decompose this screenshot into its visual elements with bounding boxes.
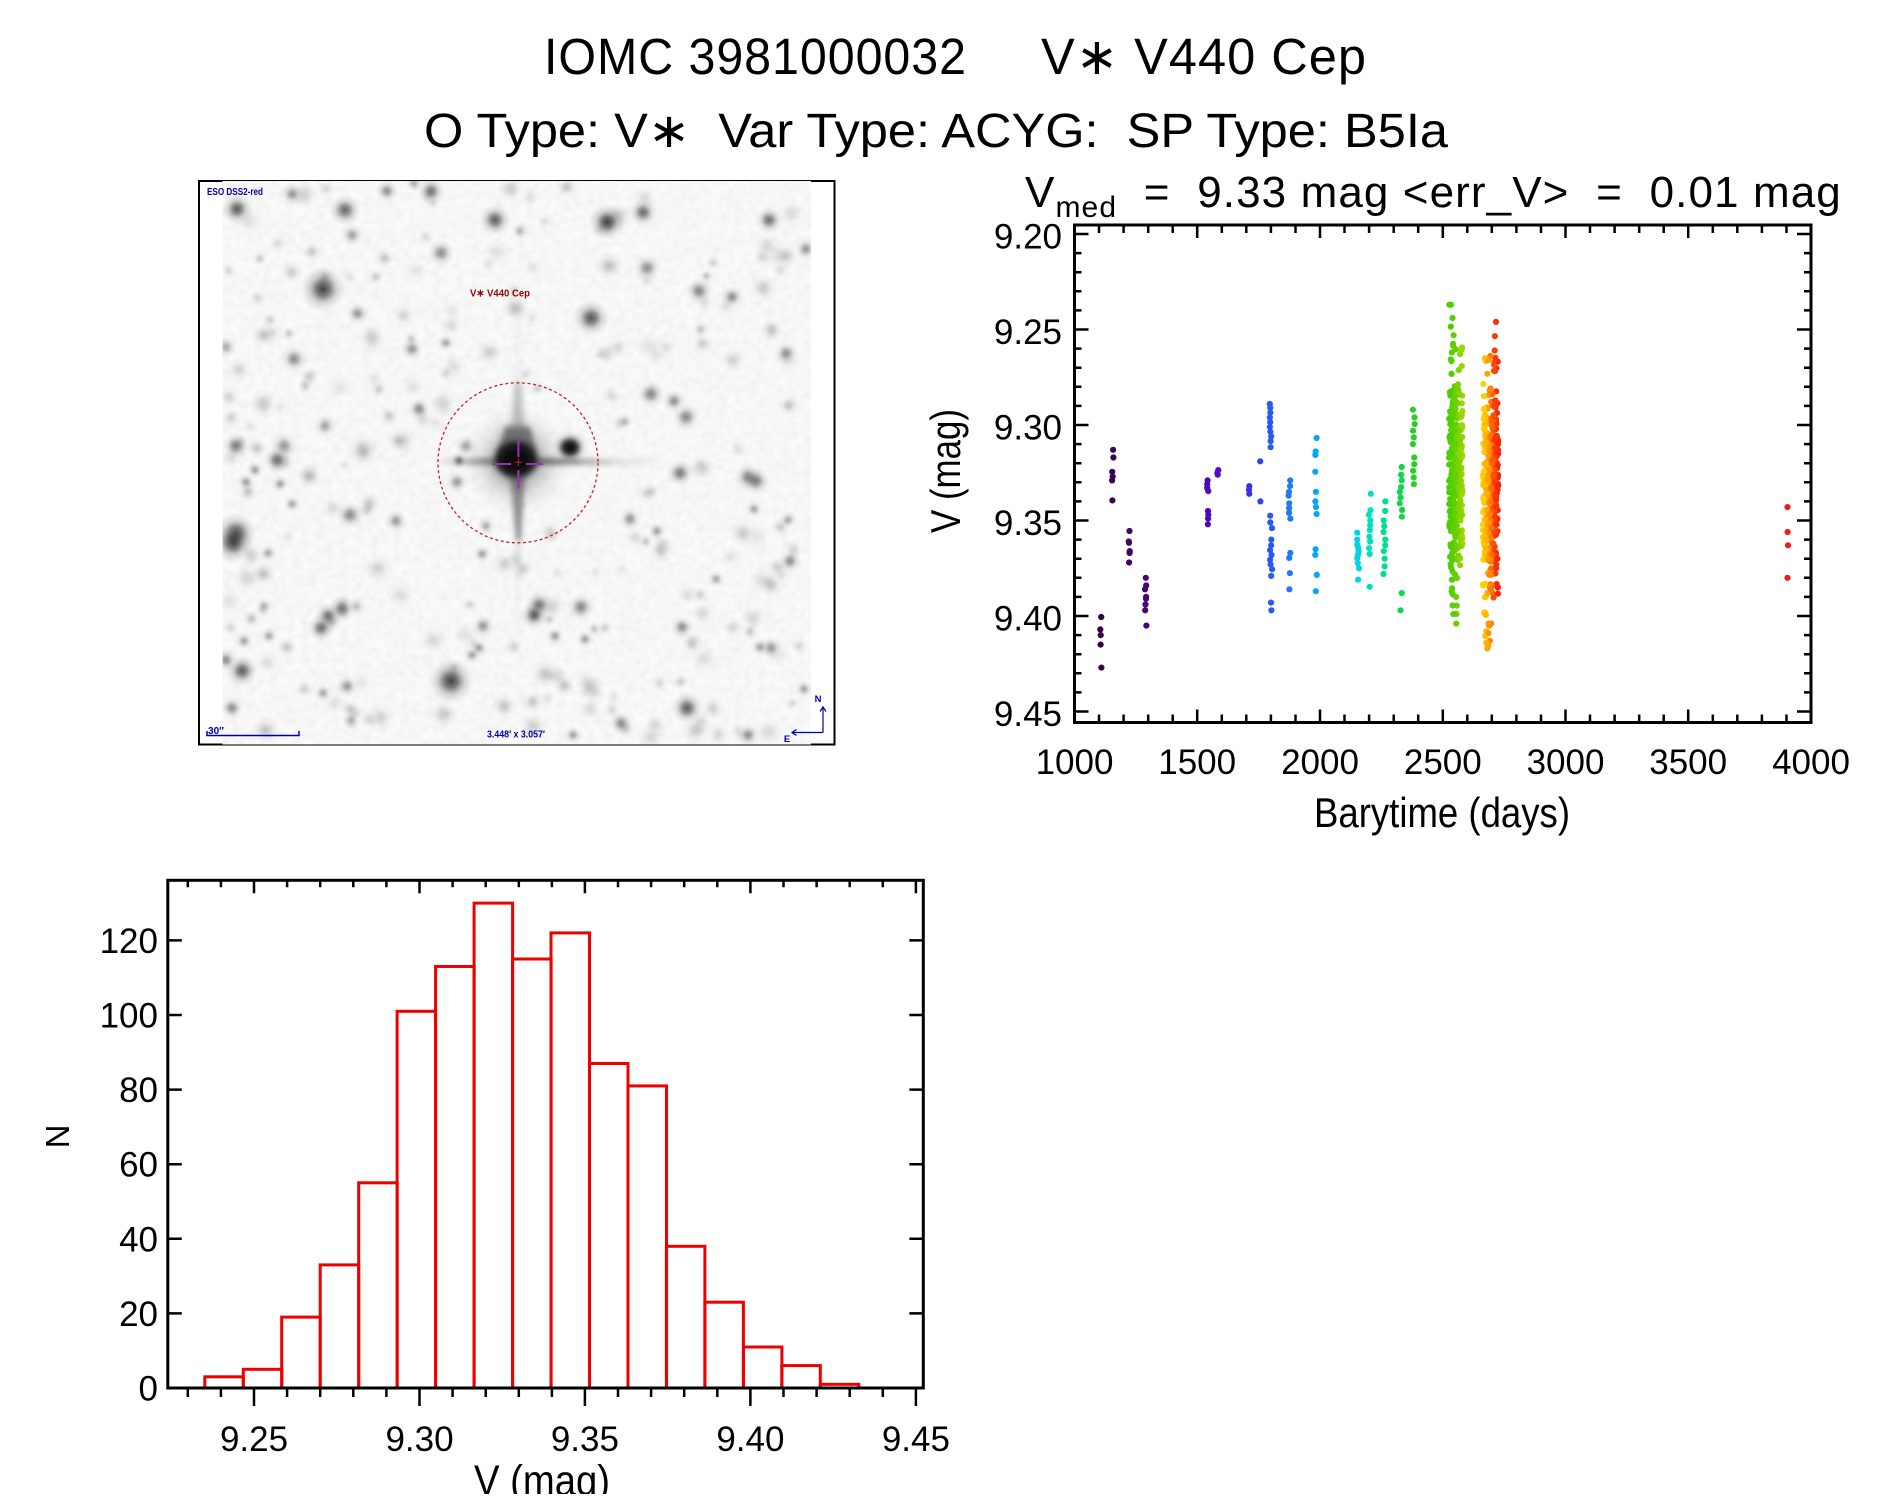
svg-text:30″: 30″	[208, 725, 224, 737]
svg-text:4000: 4000	[1772, 743, 1850, 782]
svg-text:Vmed = 9.33 mag <err_V> =: Vmed = 9.33 mag <err_V> = 0.01 mag	[1025, 168, 1842, 224]
svg-text:Barytime (days): Barytime (days)	[1314, 789, 1570, 836]
svg-text:V∗ V440 Cep: V∗ V440 Cep	[1041, 28, 1367, 85]
svg-text:V (mag): V (mag)	[922, 409, 969, 533]
svg-text:100: 100	[100, 997, 158, 1036]
svg-text:2000: 2000	[1281, 743, 1359, 782]
svg-text:80: 80	[119, 1071, 158, 1110]
svg-text:3.448′ x 3.057′: 3.448′ x 3.057′	[487, 729, 545, 741]
svg-text:9.35: 9.35	[551, 1420, 619, 1459]
svg-text:V (mag): V (mag)	[474, 1457, 610, 1494]
svg-text:1500: 1500	[1158, 743, 1236, 782]
svg-text:V∗ V440 Cep: V∗ V440 Cep	[470, 288, 530, 300]
svg-text:9.45: 9.45	[882, 1420, 950, 1459]
svg-text:9.40: 9.40	[716, 1420, 784, 1459]
svg-text:E: E	[784, 734, 790, 745]
svg-text:3000: 3000	[1527, 743, 1605, 782]
svg-text:O Type: V∗ Var Type: ACYG: S: O Type: V∗ Var Type: ACYG: SP Type: B5Ia	[424, 105, 1448, 158]
svg-text:9.45: 9.45	[994, 695, 1062, 734]
svg-text:9.25: 9.25	[220, 1420, 288, 1459]
svg-text:9.40: 9.40	[994, 600, 1062, 639]
svg-text:9.20: 9.20	[994, 218, 1062, 257]
svg-text:20: 20	[119, 1295, 158, 1334]
svg-text:9.30: 9.30	[994, 409, 1062, 448]
svg-text:0: 0	[139, 1370, 158, 1409]
svg-text:40: 40	[119, 1220, 158, 1259]
svg-text:9.30: 9.30	[385, 1420, 453, 1459]
svg-text:9.25: 9.25	[994, 313, 1062, 352]
svg-text:2500: 2500	[1404, 743, 1482, 782]
svg-text:9.35: 9.35	[994, 504, 1062, 543]
svg-text:N: N	[815, 694, 822, 705]
svg-text:IOMC 3981000032: IOMC 3981000032	[544, 28, 967, 85]
svg-text:60: 60	[119, 1146, 158, 1185]
svg-text:1000: 1000	[1036, 743, 1114, 782]
svg-text:ESO DSS2-red: ESO DSS2-red	[207, 186, 263, 198]
svg-text:3500: 3500	[1649, 743, 1727, 782]
svg-text:120: 120	[100, 922, 158, 961]
svg-text:N: N	[39, 1125, 76, 1149]
